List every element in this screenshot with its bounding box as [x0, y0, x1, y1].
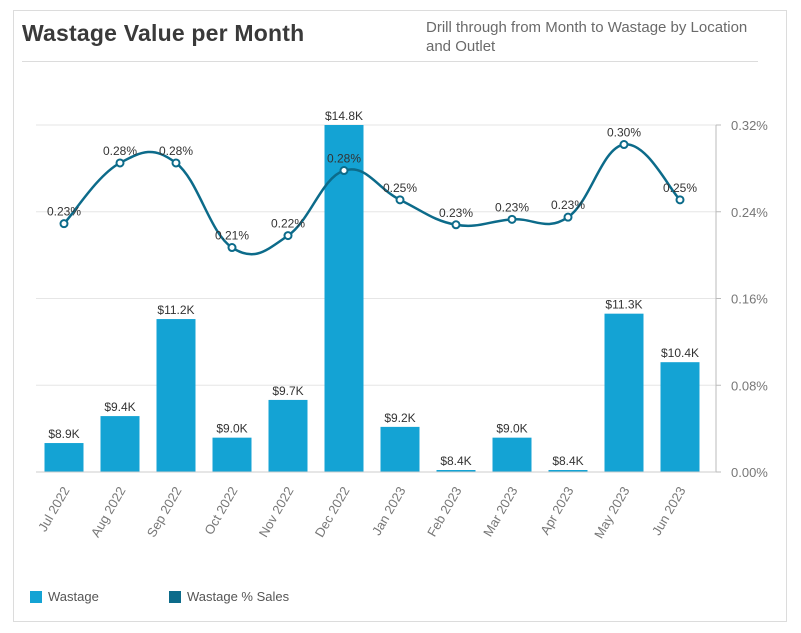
line-point	[619, 140, 629, 150]
chart-title: Wastage Value per Month	[22, 20, 305, 46]
x-axis-tick-label: Jul 2022	[35, 484, 73, 534]
bar-data-label: $10.4K	[661, 346, 699, 360]
legend-item-wastage-pct-sales[interactable]: Wastage % Sales	[169, 589, 289, 604]
line-point	[283, 231, 293, 241]
series-line-wastage-pct-sales	[63, 143, 681, 256]
right-axis-tick-label: 0.08%	[731, 378, 768, 393]
bar	[44, 443, 84, 472]
line-point	[451, 220, 461, 230]
line-point	[59, 219, 69, 229]
bar	[268, 399, 308, 472]
x-axis-tick-label: Mar 2023	[480, 484, 520, 539]
right-axis-tick-label: 0.16%	[731, 292, 768, 307]
x-axis-tick-label: Feb 2023	[424, 484, 464, 539]
legend-swatch-wastage-pct-sales	[169, 590, 181, 603]
line-point	[227, 243, 237, 253]
right-axis-tick-label: 0.32%	[731, 118, 768, 133]
line-data-label: 0.25%	[663, 181, 697, 195]
bar	[324, 125, 364, 472]
line-data-label: 0.23%	[47, 205, 81, 219]
x-axis-tick-label: Sep 2022	[144, 484, 185, 540]
line-data-label: 0.30%	[607, 126, 641, 140]
line-point	[395, 195, 405, 205]
bar-data-label: $9.0K	[496, 422, 527, 436]
bar-data-label: $11.3K	[605, 298, 642, 312]
bar-data-label: $9.7K	[272, 384, 303, 398]
bar	[660, 362, 700, 472]
bar	[212, 437, 252, 472]
line-data-label: 0.23%	[551, 198, 585, 212]
right-axis-tick-label: 0.24%	[731, 205, 768, 220]
chart-subtitle-drill-through[interactable]: Drill through from Month to Wastage by L…	[426, 19, 748, 55]
x-axis-tick-label: Oct 2022	[201, 484, 240, 537]
line-point	[675, 195, 685, 205]
bar	[492, 437, 532, 472]
line-point	[171, 158, 181, 168]
x-axis-tick-label: Dec 2022	[312, 484, 353, 540]
bar	[156, 319, 196, 472]
line-point	[115, 158, 125, 168]
line-data-label: 0.28%	[327, 152, 361, 166]
line-data-label: 0.21%	[215, 229, 249, 243]
line-data-label: 0.22%	[271, 217, 305, 231]
bar-data-label: $9.0K	[216, 422, 247, 436]
line-data-label: 0.28%	[103, 144, 137, 158]
line-data-label: 0.23%	[495, 200, 529, 214]
chart-card	[13, 10, 787, 622]
line-point	[339, 166, 349, 176]
line-data-label: 0.28%	[159, 144, 193, 158]
header-divider	[22, 61, 758, 62]
x-axis-tick-label: May 2023	[591, 484, 633, 541]
legend-label-wastage: Wastage	[48, 589, 99, 604]
line-data-label: 0.23%	[439, 206, 473, 220]
bar	[380, 426, 420, 472]
legend-item-wastage[interactable]: Wastage	[30, 589, 99, 604]
line-data-label: 0.25%	[383, 181, 417, 195]
right-axis-tick-label: 0.00%	[731, 465, 768, 480]
bar	[436, 470, 476, 472]
legend-label-wastage-pct-sales: Wastage % Sales	[187, 589, 290, 604]
bar-data-label: $8.4K	[440, 454, 471, 468]
bar	[100, 416, 140, 472]
bar-data-label: $9.2K	[384, 411, 415, 425]
legend-swatch-wastage	[30, 590, 42, 603]
bar-data-label: $9.4K	[104, 400, 135, 414]
line-point	[563, 212, 573, 222]
bar	[604, 313, 644, 472]
bar-data-label: $11.2K	[157, 303, 194, 317]
bar-data-label: $8.9K	[48, 427, 79, 441]
bar	[548, 470, 588, 472]
x-axis-tick-label: Apr 2023	[537, 484, 576, 537]
x-axis-tick-label: Nov 2022	[256, 484, 297, 540]
x-axis-tick-label: Jun 2023	[649, 484, 689, 538]
x-axis-tick-label: Jan 2023	[369, 484, 409, 538]
x-axis-tick-label: Aug 2022	[88, 484, 129, 540]
line-point	[507, 214, 517, 224]
bar-data-label: $14.8K	[325, 109, 363, 123]
bar-data-label: $8.4K	[552, 454, 583, 468]
